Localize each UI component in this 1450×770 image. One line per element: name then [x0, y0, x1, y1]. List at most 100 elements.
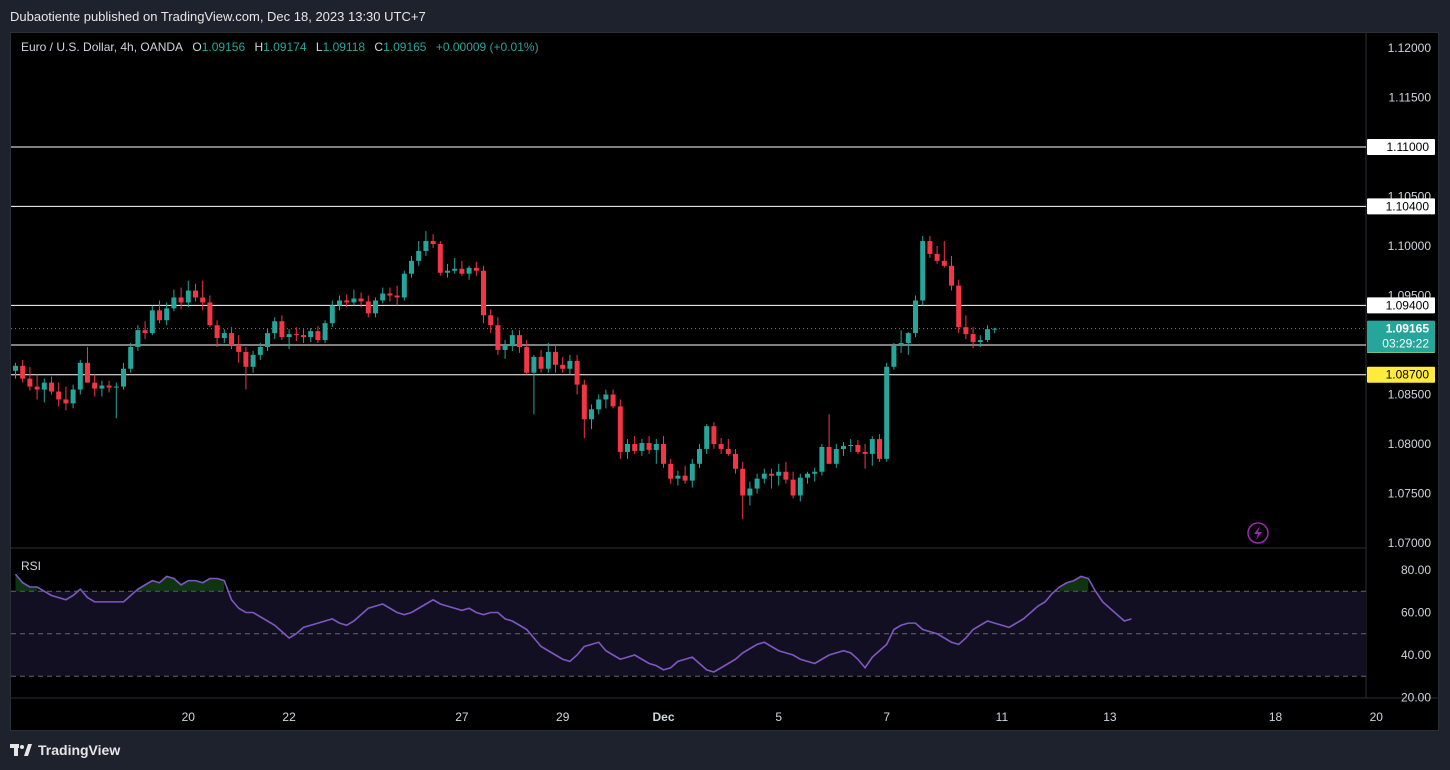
candle-body[interactable] [653, 444, 659, 450]
candle-body[interactable] [77, 362, 83, 390]
candle-body[interactable] [992, 328, 998, 330]
candle-body[interactable] [610, 394, 616, 407]
candle-body[interactable] [430, 241, 436, 245]
candle-body[interactable] [351, 298, 357, 303]
candle-body[interactable] [473, 267, 479, 271]
candle-body[interactable] [805, 473, 810, 478]
candle-body[interactable] [747, 488, 753, 496]
candle-body[interactable] [848, 444, 854, 446]
candle-body[interactable] [358, 298, 364, 302]
candle-body[interactable] [142, 330, 148, 334]
candle-body[interactable] [113, 386, 119, 388]
candle-body[interactable] [337, 300, 342, 306]
candle-body[interactable] [56, 391, 62, 400]
lightning-icon[interactable] [1247, 522, 1269, 544]
candle-body[interactable] [718, 444, 724, 449]
candle-body[interactable] [603, 394, 609, 400]
candle-body[interactable] [797, 477, 803, 496]
last-price-tag[interactable] [1367, 320, 1435, 353]
candle-body[interactable] [502, 345, 508, 350]
candle-body[interactable] [617, 406, 623, 452]
candle-body[interactable] [200, 297, 206, 303]
candle-body[interactable] [315, 331, 321, 341]
candle-body[interactable] [41, 382, 47, 390]
candle-body[interactable] [344, 300, 350, 303]
candle-body[interactable] [819, 446, 825, 472]
candle-body[interactable] [927, 241, 933, 254]
candle-body[interactable] [877, 439, 882, 459]
candle-body[interactable] [279, 321, 285, 338]
candle-body[interactable] [193, 290, 198, 298]
candle-body[interactable] [862, 451, 868, 454]
candle-body[interactable] [538, 356, 544, 369]
candle-body[interactable] [898, 343, 904, 346]
candle-body[interactable] [761, 473, 767, 479]
candle-body[interactable] [488, 315, 494, 326]
candle-body[interactable] [689, 463, 695, 481]
candle-body[interactable] [632, 444, 638, 451]
candle-body[interactable] [121, 368, 126, 387]
candle-body[interactable] [229, 333, 234, 345]
candle-body[interactable] [178, 297, 184, 303]
candle-body[interactable] [531, 356, 537, 373]
candle-body[interactable] [596, 399, 602, 410]
candle-body[interactable] [646, 443, 652, 450]
candle-body[interactable] [301, 335, 306, 338]
candle-body[interactable] [92, 382, 98, 389]
candle-body[interactable] [545, 351, 551, 369]
candle-body[interactable] [236, 345, 242, 352]
candle-body[interactable] [920, 241, 926, 301]
candle-body[interactable] [517, 335, 522, 347]
candle-body[interactable] [524, 346, 530, 373]
candle-body[interactable] [250, 354, 256, 367]
candle-body[interactable] [970, 334, 976, 343]
candle-body[interactable] [812, 471, 818, 474]
candle-body[interactable] [697, 448, 702, 464]
candle-body[interactable] [949, 265, 954, 286]
price-level-tag[interactable] [1367, 366, 1435, 383]
candle-body[interactable] [934, 253, 940, 261]
candle-body[interactable] [733, 453, 738, 469]
candle-body[interactable] [661, 444, 666, 464]
candle-body[interactable] [257, 346, 263, 355]
candle-body[interactable] [157, 310, 162, 321]
candle-body[interactable] [20, 365, 26, 379]
candle-body[interactable] [63, 399, 69, 404]
candle-body[interactable] [977, 340, 983, 343]
candle-body[interactable] [106, 385, 112, 388]
candle-body[interactable] [214, 325, 220, 339]
candle-body[interactable] [128, 346, 134, 369]
candle-body[interactable] [293, 334, 299, 336]
candle-body[interactable] [437, 244, 443, 273]
candle-body[interactable] [221, 333, 227, 339]
candle-body[interactable] [509, 335, 515, 345]
candle-body[interactable] [567, 360, 573, 369]
candle-body[interactable] [401, 273, 407, 298]
candle-body[interactable] [207, 302, 213, 326]
candle-body[interactable] [855, 444, 861, 452]
candle-body[interactable] [682, 475, 688, 481]
candle-body[interactable] [985, 329, 990, 341]
candle-body[interactable] [416, 250, 422, 261]
candle-body[interactable] [956, 285, 962, 328]
candle-body[interactable] [329, 305, 335, 324]
candle-body[interactable] [711, 426, 717, 444]
candle-body[interactable] [70, 389, 76, 404]
candle-body[interactable] [365, 301, 371, 314]
candle-body[interactable] [790, 479, 796, 496]
candle-body[interactable] [675, 475, 681, 479]
price-level-tag[interactable] [1367, 297, 1435, 314]
candle-body[interactable] [740, 468, 746, 496]
price-level-tag[interactable] [1367, 198, 1435, 215]
candle-body[interactable] [754, 478, 760, 489]
candle-body[interactable] [13, 365, 18, 371]
candle-body[interactable] [286, 334, 292, 338]
candle-body[interactable] [776, 471, 782, 476]
candle-body[interactable] [99, 385, 105, 389]
candle-body[interactable] [452, 268, 458, 271]
candle-body[interactable] [459, 268, 465, 274]
candle-body[interactable] [891, 345, 897, 367]
candle-body[interactable] [164, 308, 170, 321]
candle-body[interactable] [783, 471, 789, 480]
candle-body[interactable] [869, 439, 875, 454]
